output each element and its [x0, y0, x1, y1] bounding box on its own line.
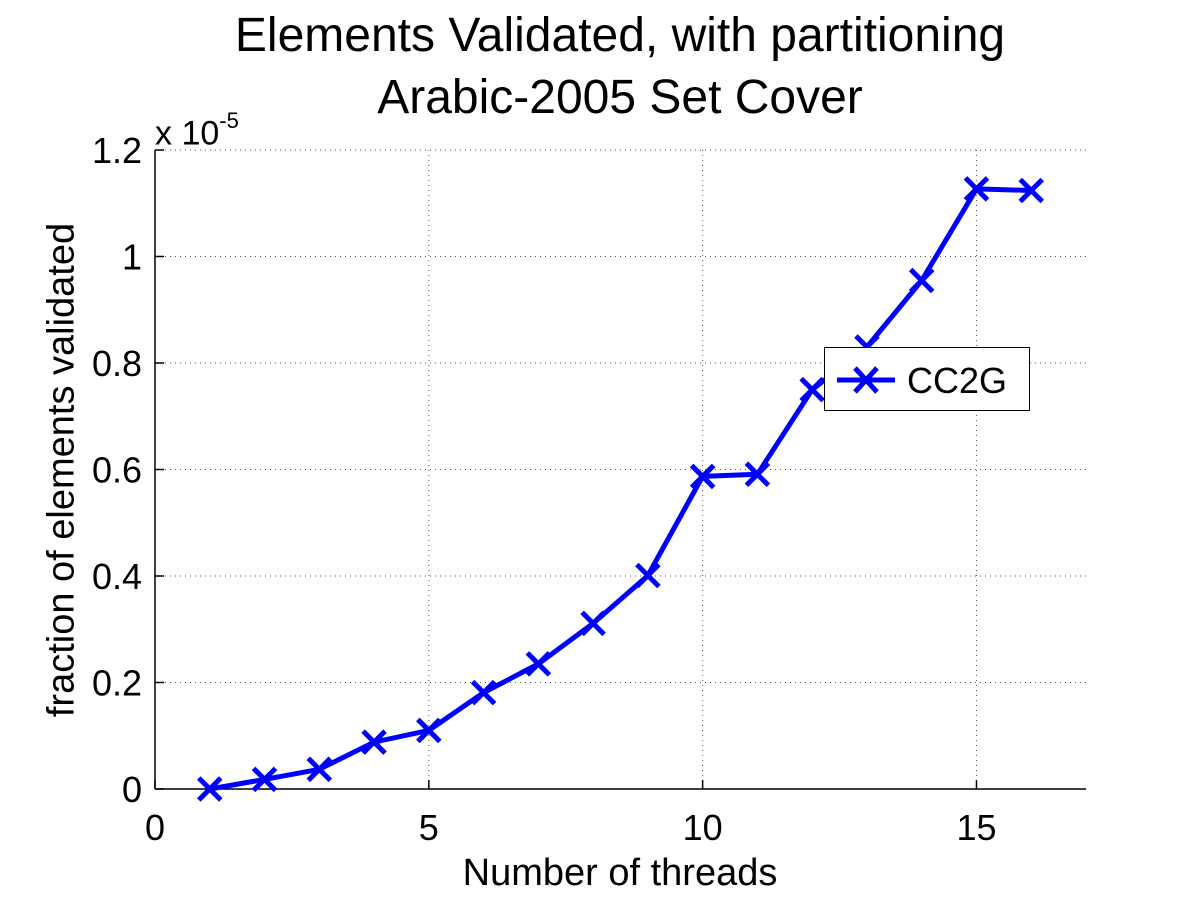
data-point	[635, 562, 661, 589]
y-exponent-power: -5	[219, 108, 239, 133]
data-point	[744, 461, 771, 488]
y-tick-label: 0.4	[92, 556, 142, 597]
y-exponent-prefix: x 10	[155, 114, 220, 153]
data-point	[689, 463, 716, 490]
x-axis-label: Number of threads	[462, 852, 778, 894]
x-tick-label: 0	[145, 807, 165, 848]
legend-swatch	[837, 366, 895, 394]
x-tick-label: 15	[956, 807, 996, 848]
marker-stroke	[470, 679, 497, 706]
marker-stroke	[689, 463, 716, 490]
y-tick-label: 0.2	[92, 663, 142, 704]
marker-stroke	[251, 766, 278, 793]
tick-labels: 0 5 10 15 0 0.2 0.4 0.6 0.8 1 1.2	[92, 130, 997, 848]
marker-stroke	[196, 776, 223, 802]
data-point	[196, 776, 223, 802]
chart-subtitle: Arabic-2005 Set Cover	[377, 71, 863, 124]
marker-stroke	[963, 176, 990, 202]
marker-stroke	[580, 610, 606, 637]
marker-stroke	[361, 729, 387, 755]
marker-stroke	[799, 376, 825, 403]
y-tick-label: 1	[122, 237, 142, 278]
y-tick-label: 0	[122, 769, 142, 810]
marker-stroke	[1018, 177, 1045, 204]
data-point	[1018, 177, 1045, 204]
data-point	[908, 267, 935, 294]
marker-stroke	[908, 267, 935, 294]
y-axis-label: fraction of elements validated	[40, 222, 83, 718]
data-point	[963, 176, 990, 202]
data-point	[306, 756, 333, 783]
marker-stroke	[416, 717, 442, 744]
x-tick-label: 5	[419, 807, 439, 848]
marker-stroke	[635, 562, 661, 589]
data-point	[470, 679, 497, 706]
data-point	[799, 376, 825, 403]
axes	[154, 149, 1086, 790]
chart-title: Elements Validated, with partitioning	[234, 9, 1006, 62]
data-point	[251, 766, 278, 793]
data-point	[361, 729, 387, 755]
y-tick-label: 0.6	[92, 450, 142, 491]
data-point	[525, 651, 552, 677]
series-lines	[196, 176, 1045, 802]
series-line	[209, 186, 1032, 792]
marker-stroke	[744, 461, 771, 488]
y-axis-exponent: x 10-5	[155, 108, 239, 153]
y-tick-label: 0.8	[92, 343, 142, 384]
x-tick-label: 10	[683, 807, 723, 848]
marker-stroke	[525, 651, 552, 677]
marker-stroke	[306, 756, 333, 783]
legend: CC2G	[824, 347, 1030, 411]
grid-lines	[155, 149, 1086, 789]
data-point	[416, 717, 442, 744]
data-point	[580, 610, 606, 637]
legend-label: CC2G	[907, 360, 1008, 401]
y-tick-label: 1.2	[92, 130, 142, 171]
